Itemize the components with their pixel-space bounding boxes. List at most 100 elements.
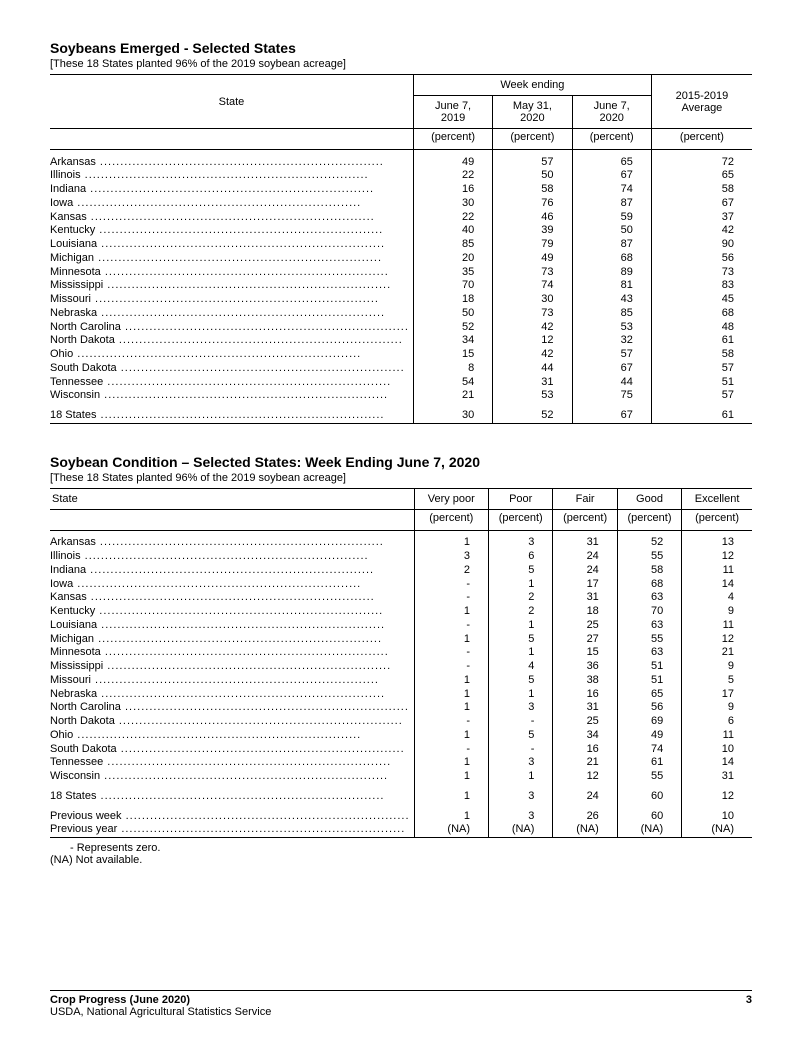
value-cell: 6 <box>682 715 752 729</box>
value-cell: 17 <box>553 578 617 592</box>
value-cell: 42 <box>493 348 572 362</box>
value-cell: 61 <box>651 409 752 423</box>
state-cell: Nebraska <box>50 688 414 702</box>
state-cell: Missouri <box>50 293 413 307</box>
value-cell: 70 <box>413 279 492 293</box>
value-cell: 51 <box>617 660 681 674</box>
value-cell: 3 <box>414 550 488 564</box>
value-cell: 83 <box>651 279 752 293</box>
value-cell: 55 <box>617 770 681 784</box>
value-cell: 34 <box>553 729 617 743</box>
value-cell: 2 <box>489 591 553 605</box>
value-cell: 2 <box>489 605 553 619</box>
table-row: Kentucky1218709 <box>50 605 752 619</box>
table-row: Nebraska50738568 <box>50 307 752 321</box>
value-cell: - <box>414 591 488 605</box>
state-cell: Louisiana <box>50 619 414 633</box>
state-cell: Previous week <box>50 810 414 824</box>
value-cell: - <box>414 619 488 633</box>
table-row: Arkansas49576572 <box>50 156 752 170</box>
value-cell: 67 <box>572 362 651 376</box>
value-cell: 74 <box>493 279 572 293</box>
table-row: Arkansas13315213 <box>50 536 752 550</box>
value-cell: 65 <box>572 156 651 170</box>
value-cell: 22 <box>413 211 492 225</box>
page-footer: Crop Progress (June 2020) USDA, National… <box>50 990 752 1018</box>
value-cell: 50 <box>572 224 651 238</box>
col-header: Very poor <box>414 488 488 509</box>
value-cell: 36 <box>553 660 617 674</box>
value-cell: 30 <box>493 293 572 307</box>
table-row: Louisiana85798790 <box>50 238 752 252</box>
value-cell: 90 <box>651 238 752 252</box>
table-row: Previous week13266010 <box>50 810 752 824</box>
avg-header: 2015-2019 Average <box>651 75 752 129</box>
value-cell: 21 <box>413 389 492 403</box>
value-cell: 6 <box>489 550 553 564</box>
value-cell: 52 <box>413 321 492 335</box>
value-cell: 76 <box>493 197 572 211</box>
value-cell: 58 <box>651 183 752 197</box>
value-cell: 3 <box>489 810 553 824</box>
state-header: State <box>50 488 414 509</box>
value-cell: 12 <box>682 633 752 647</box>
value-cell: 14 <box>682 756 752 770</box>
value-cell: - <box>414 743 488 757</box>
table-row: Kansas22465937 <box>50 211 752 225</box>
footer-agency: USDA, National Agricultural Statistics S… <box>50 1006 271 1018</box>
value-cell: 31 <box>553 701 617 715</box>
value-cell: 2 <box>414 564 488 578</box>
unit-label: (percent) <box>651 129 752 150</box>
value-cell: 31 <box>553 591 617 605</box>
table-row: Ohio15344911 <box>50 729 752 743</box>
table-row: Kansas-231634 <box>50 591 752 605</box>
table-row: Minnesota35738973 <box>50 266 752 280</box>
value-cell: 1 <box>414 605 488 619</box>
unit-label: (percent) <box>413 129 492 150</box>
value-cell: 38 <box>553 674 617 688</box>
value-cell: 85 <box>413 238 492 252</box>
value-cell: (NA) <box>617 823 681 837</box>
value-cell: 52 <box>493 409 572 423</box>
footnote-na: (NA) Not available. <box>50 854 752 866</box>
table-row: Nebraska11166517 <box>50 688 752 702</box>
value-cell: - <box>414 578 488 592</box>
state-cell: South Dakota <box>50 743 414 757</box>
col-header: Excellent <box>682 488 752 509</box>
value-cell: - <box>489 743 553 757</box>
value-cell: 44 <box>493 362 572 376</box>
value-cell: 25 <box>553 715 617 729</box>
state-cell: North Dakota <box>50 334 413 348</box>
value-cell: 1 <box>489 688 553 702</box>
state-cell: Illinois <box>50 550 414 564</box>
table-row: 18 States13246012 <box>50 790 752 804</box>
unit-label: (percent) <box>553 509 617 530</box>
table2-subtitle: [These 18 States planted 96% of the 2019… <box>50 472 752 484</box>
col-header: Good <box>617 488 681 509</box>
state-cell: 18 States <box>50 409 413 423</box>
table-row: Michigan15275512 <box>50 633 752 647</box>
value-cell: 75 <box>572 389 651 403</box>
value-cell: 85 <box>572 307 651 321</box>
value-cell: 12 <box>682 550 752 564</box>
value-cell: 8 <box>413 362 492 376</box>
value-cell: 43 <box>572 293 651 307</box>
value-cell: 57 <box>651 389 752 403</box>
value-cell: 69 <box>617 715 681 729</box>
state-cell: Missouri <box>50 674 414 688</box>
table-row: Illinois22506765 <box>50 169 752 183</box>
value-cell: 40 <box>413 224 492 238</box>
value-cell: 5 <box>682 674 752 688</box>
state-cell: Ohio <box>50 348 413 362</box>
table1-subtitle: [These 18 States planted 96% of the 2019… <box>50 58 752 70</box>
value-cell: 12 <box>682 790 752 804</box>
value-cell: 1 <box>414 536 488 550</box>
table-row: 18 States30526761 <box>50 409 752 423</box>
table-row: Missouri18304345 <box>50 293 752 307</box>
value-cell: 12 <box>553 770 617 784</box>
value-cell: 1 <box>414 674 488 688</box>
value-cell: (NA) <box>414 823 488 837</box>
value-cell: 1 <box>414 770 488 784</box>
state-cell: Mississippi <box>50 279 413 293</box>
value-cell: - <box>489 715 553 729</box>
